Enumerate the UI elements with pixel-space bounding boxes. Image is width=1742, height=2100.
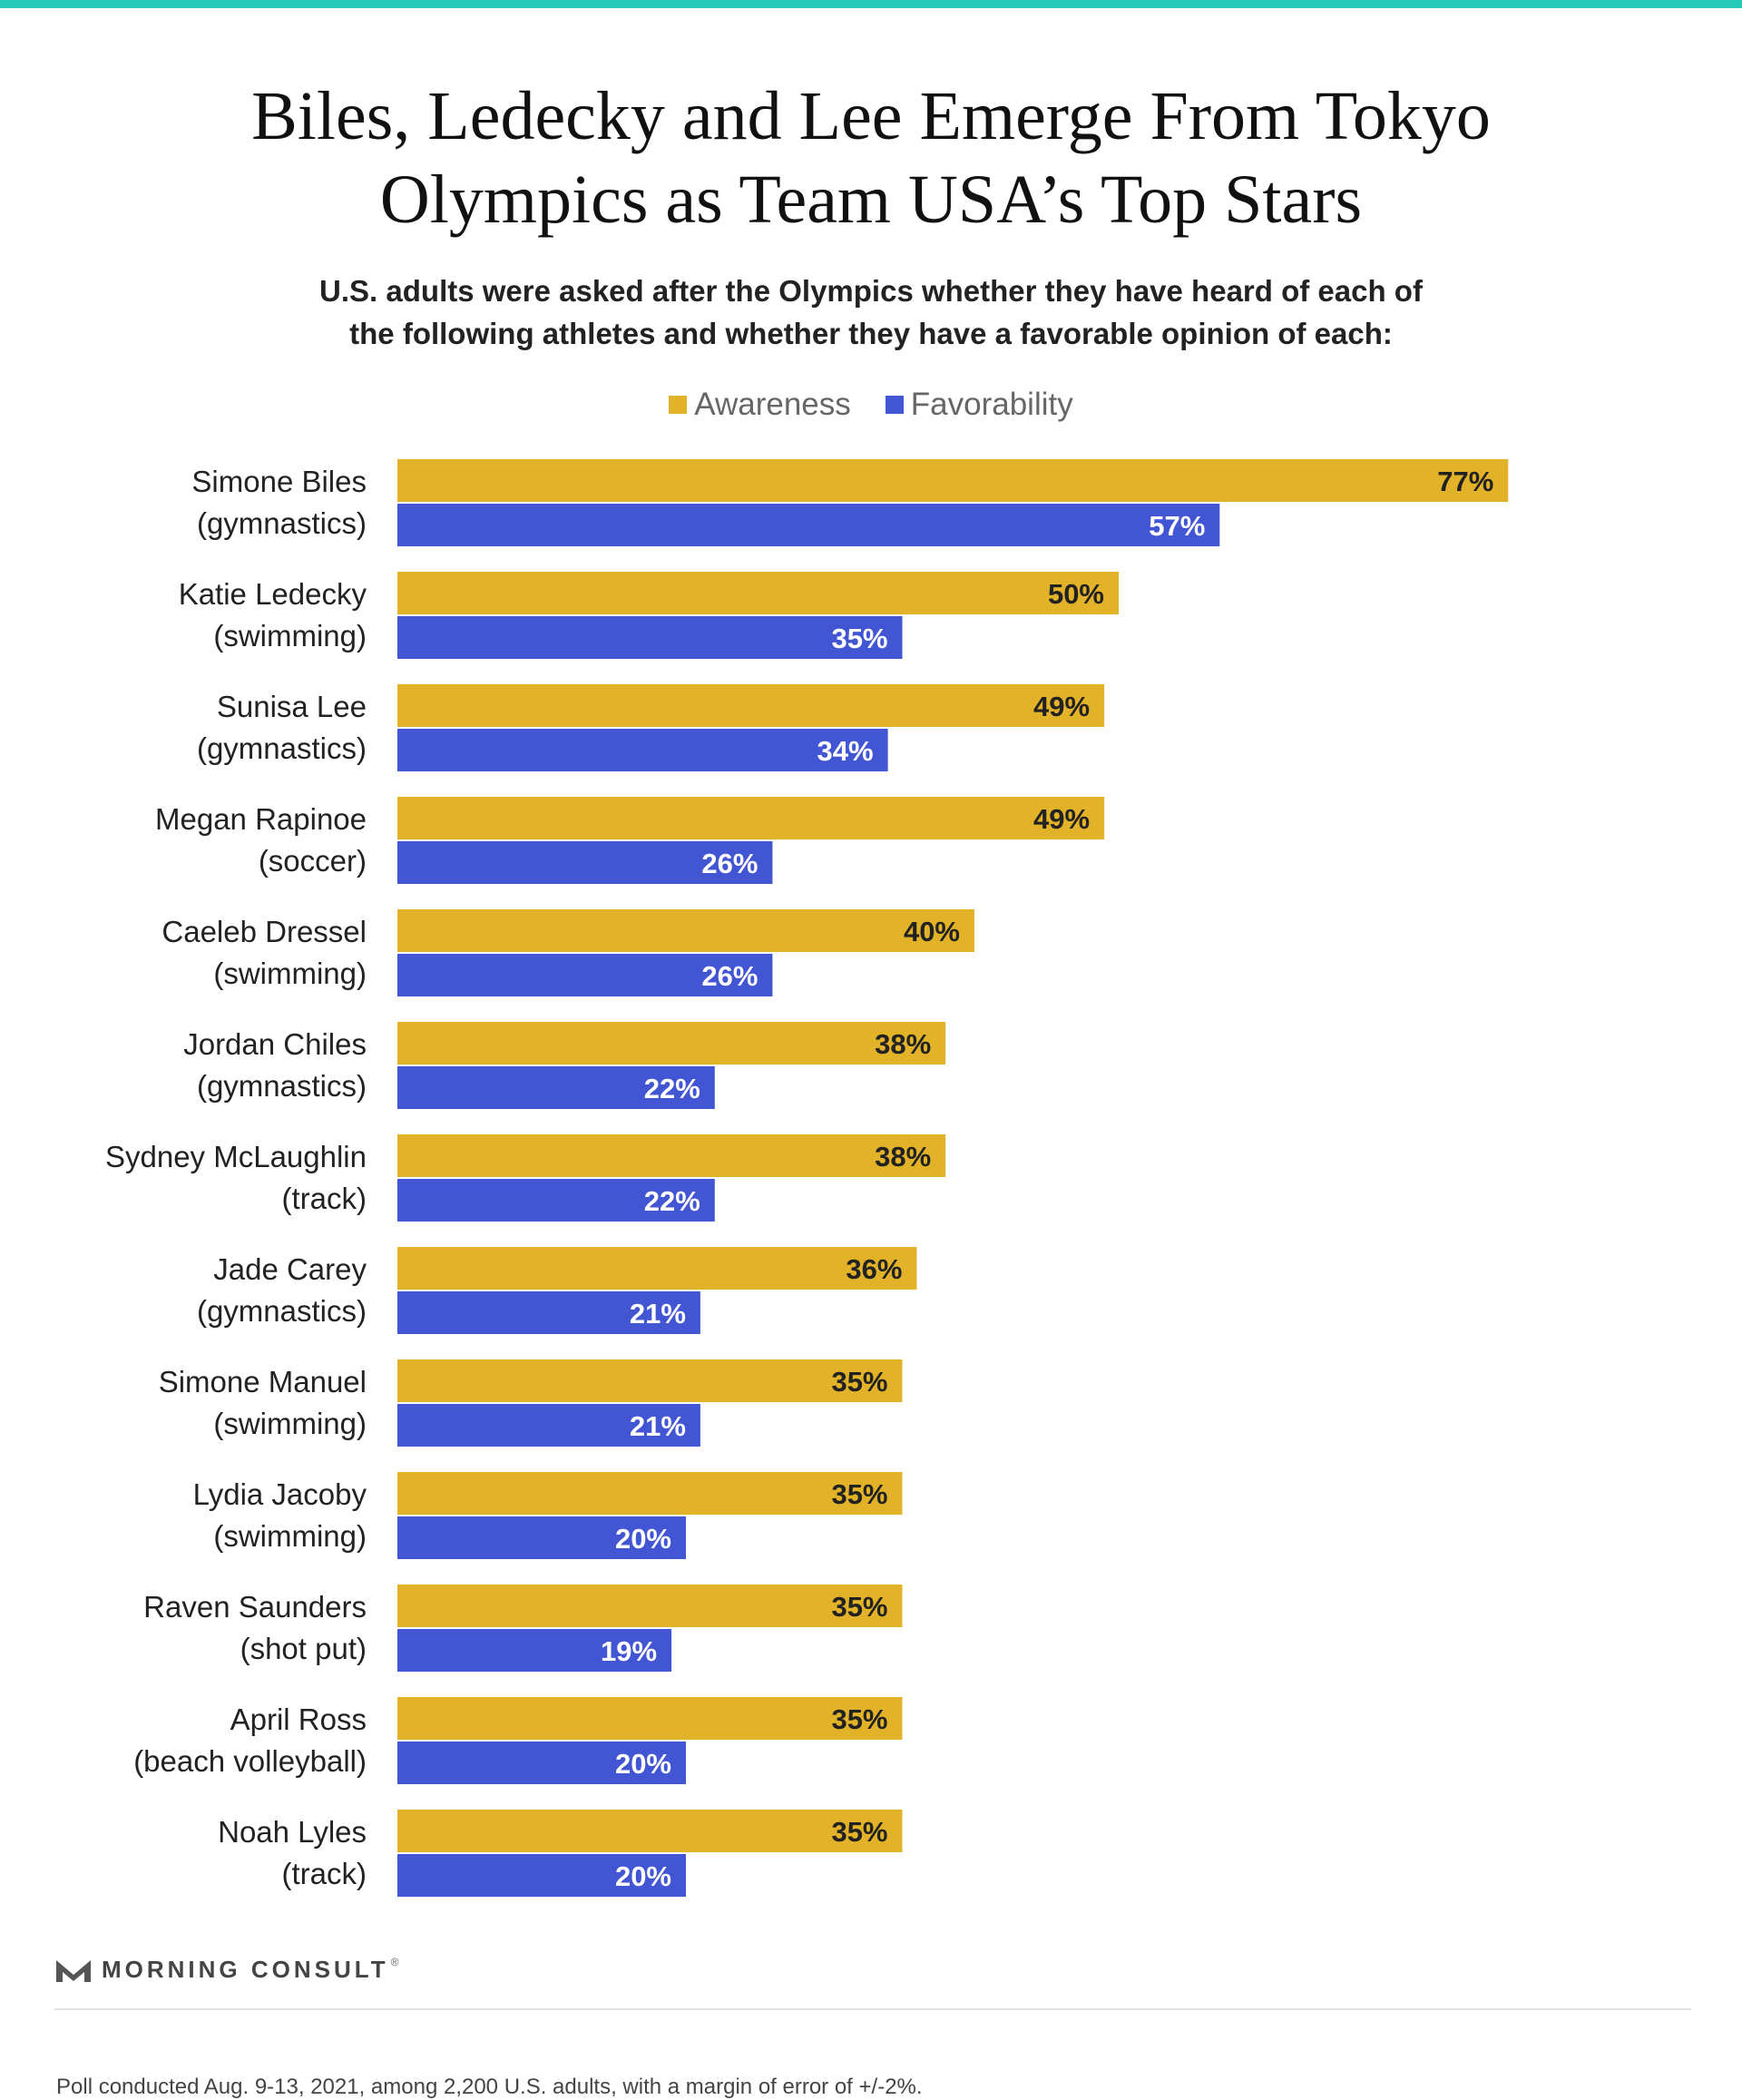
bar-favorability — [397, 616, 903, 659]
category-label-sport: (gymnastics) — [197, 1069, 367, 1103]
chart-title: Biles, Ledecky and Lee Emerge From Tokyo… — [145, 74, 1597, 241]
category-label-name: Megan Rapinoe — [155, 802, 367, 836]
morning-consult-m-icon — [56, 1959, 91, 1982]
legend-item-favorability: Favorability — [885, 387, 1073, 423]
chart-subtitle-line-1: U.S. adults were asked after the Olympic… — [319, 274, 1423, 308]
category-label-sport: (gymnastics) — [197, 506, 367, 540]
bar-awareness — [397, 572, 1119, 614]
bar-favorability — [397, 1516, 686, 1559]
brand-mark: ® — [390, 1955, 399, 1968]
category-label-name: Simone Manuel — [159, 1365, 367, 1398]
chart-title-line-1: Biles, Ledecky and Lee Emerge From Tokyo — [251, 78, 1491, 154]
bar-favorability — [397, 1066, 715, 1109]
category-label-name: Noah Lyles — [218, 1815, 367, 1849]
category-label-name: Lydia Jacoby — [193, 1477, 367, 1511]
bar-awareness — [397, 459, 1509, 502]
category-label-sport: (swimming) — [213, 1407, 367, 1440]
bar-awareness — [397, 1697, 903, 1740]
bar-favorability — [397, 841, 773, 884]
data-label-awareness: 36% — [846, 1253, 902, 1285]
data-label-favorability: 57% — [1149, 510, 1205, 542]
category-label-name: Katie Ledecky — [179, 577, 367, 611]
category-label-name: Jade Carey — [213, 1252, 367, 1286]
bar-awareness — [397, 684, 1105, 727]
data-label-awareness: 38% — [875, 1028, 931, 1060]
bar-favorability — [397, 729, 888, 771]
data-label-awareness: 38% — [875, 1141, 931, 1173]
data-label-awareness: 40% — [904, 916, 960, 947]
category-label-name: Simone Biles — [191, 465, 367, 498]
category-label-sport: (beach volleyball) — [133, 1744, 367, 1778]
bar-favorability — [397, 1404, 700, 1447]
data-label-favorability: 20% — [615, 1523, 671, 1555]
bar-favorability — [397, 1629, 672, 1672]
legend-swatch-awareness — [669, 396, 688, 414]
category-label-sport: (soccer) — [259, 844, 367, 878]
bar-awareness — [397, 909, 974, 952]
category-label-sport: (gymnastics) — [197, 731, 367, 765]
bar-awareness — [397, 1472, 903, 1515]
legend-swatch-favorability — [885, 396, 904, 414]
legend-label-awareness: Awareness — [694, 387, 851, 422]
brand-logo: MORNING CONSULT ® — [54, 1956, 398, 1984]
category-label-name: Sydney McLaughlin — [105, 1140, 367, 1173]
bar-awareness — [397, 1810, 903, 1852]
data-label-awareness: 35% — [831, 1366, 887, 1398]
chart-subtitle-line-2: the following athletes and whether they … — [349, 317, 1393, 350]
data-label-favorability: 34% — [817, 735, 874, 767]
category-label-sport: (track) — [282, 1857, 367, 1890]
data-label-awareness: 49% — [1033, 803, 1090, 835]
footer-divider — [54, 2008, 1691, 2010]
category-label-sport: (shot put) — [240, 1632, 367, 1665]
data-label-awareness: 35% — [831, 1703, 887, 1735]
source-note: Poll conducted Aug. 9-13, 2021, among 2,… — [56, 2075, 923, 2099]
data-label-awareness: 77% — [1437, 466, 1493, 497]
category-label-name: Raven Saunders — [143, 1590, 367, 1624]
data-label-favorability: 21% — [630, 1410, 686, 1442]
bar-favorability — [397, 504, 1220, 546]
bar-favorability — [397, 1742, 686, 1784]
chart-title-line-2: Olympics as Team USA’s Top Stars — [379, 162, 1363, 238]
data-label-awareness: 35% — [831, 1591, 887, 1623]
category-label-sport: (swimming) — [213, 957, 367, 990]
bar-awareness — [397, 1247, 917, 1290]
chart-subtitle: U.S. adults were asked after the Olympic… — [236, 270, 1506, 355]
data-label-favorability: 21% — [630, 1298, 686, 1330]
bar-awareness — [397, 1134, 946, 1177]
data-label-favorability: 26% — [701, 848, 758, 879]
category-label-name: Caeleb Dressel — [161, 915, 367, 948]
data-label-awareness: 49% — [1033, 691, 1090, 722]
category-label-name: Jordan Chiles — [183, 1027, 367, 1061]
top-accent-rule — [0, 0, 1742, 8]
bar-favorability — [397, 1179, 715, 1222]
legend-item-awareness: Awareness — [669, 387, 851, 423]
bar-chart: Simone Biles (gymnastics) 77% 57% Katie Lede… — [105, 459, 1509, 1897]
category-label-sport: (gymnastics) — [197, 1294, 367, 1328]
data-label-favorability: 20% — [615, 1860, 671, 1892]
category-label-name: Sunisa Lee — [217, 690, 367, 723]
category-label-sport: (swimming) — [213, 619, 367, 653]
category-label-sport: (track) — [282, 1182, 367, 1215]
data-label-favorability: 20% — [615, 1748, 671, 1780]
bar-favorability — [397, 1291, 700, 1334]
chart-legend: Awareness Favorability — [0, 387, 1742, 423]
legend-label-favorability: Favorability — [910, 387, 1073, 422]
data-label-favorability: 26% — [701, 960, 758, 992]
data-label-awareness: 35% — [831, 1478, 887, 1510]
bar-awareness — [397, 797, 1105, 839]
bar-awareness — [397, 1359, 903, 1402]
data-label-favorability: 19% — [601, 1635, 657, 1667]
bar-favorability — [397, 1854, 686, 1897]
data-label-favorability: 22% — [644, 1185, 700, 1217]
brand-name: MORNING CONSULT — [102, 1956, 389, 1983]
data-label-favorability: 35% — [831, 623, 887, 654]
data-label-awareness: 50% — [1048, 578, 1104, 610]
bar-awareness — [397, 1585, 903, 1627]
category-label-sport: (swimming) — [213, 1519, 367, 1553]
data-label-favorability: 22% — [644, 1073, 700, 1104]
bar-favorability — [397, 954, 773, 996]
category-label-name: April Ross — [230, 1703, 367, 1736]
bar-awareness — [397, 1022, 946, 1065]
data-label-awareness: 35% — [831, 1816, 887, 1848]
